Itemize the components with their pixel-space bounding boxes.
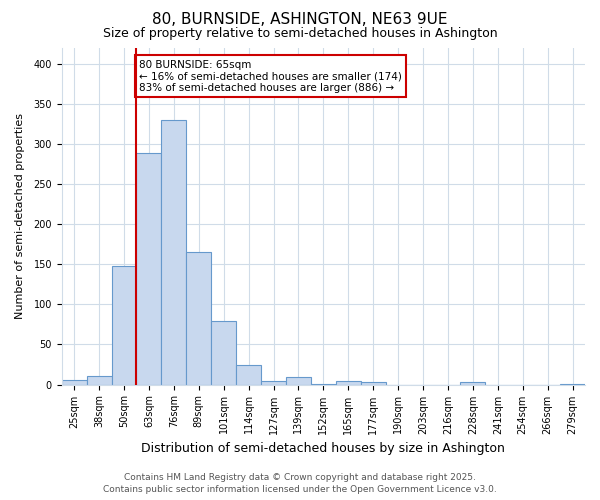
Bar [211, 321, 236, 384]
X-axis label: Distribution of semi-detached houses by size in Ashington: Distribution of semi-detached houses by … [142, 442, 505, 455]
Bar [86, 376, 112, 384]
Bar [460, 382, 485, 384]
Bar [361, 382, 386, 384]
Text: Size of property relative to semi-detached houses in Ashington: Size of property relative to semi-detach… [103, 28, 497, 40]
Bar [62, 380, 86, 384]
Bar [112, 266, 136, 384]
Bar [336, 382, 361, 384]
Y-axis label: Number of semi-detached properties: Number of semi-detached properties [15, 113, 25, 319]
Text: Contains HM Land Registry data © Crown copyright and database right 2025.
Contai: Contains HM Land Registry data © Crown c… [103, 472, 497, 494]
Bar [186, 252, 211, 384]
Bar [261, 380, 286, 384]
Bar [161, 120, 186, 384]
Bar [136, 154, 161, 384]
Bar [286, 376, 311, 384]
Text: 80 BURNSIDE: 65sqm
← 16% of semi-detached houses are smaller (174)
83% of semi-d: 80 BURNSIDE: 65sqm ← 16% of semi-detache… [139, 60, 402, 92]
Text: 80, BURNSIDE, ASHINGTON, NE63 9UE: 80, BURNSIDE, ASHINGTON, NE63 9UE [152, 12, 448, 28]
Bar [236, 366, 261, 384]
